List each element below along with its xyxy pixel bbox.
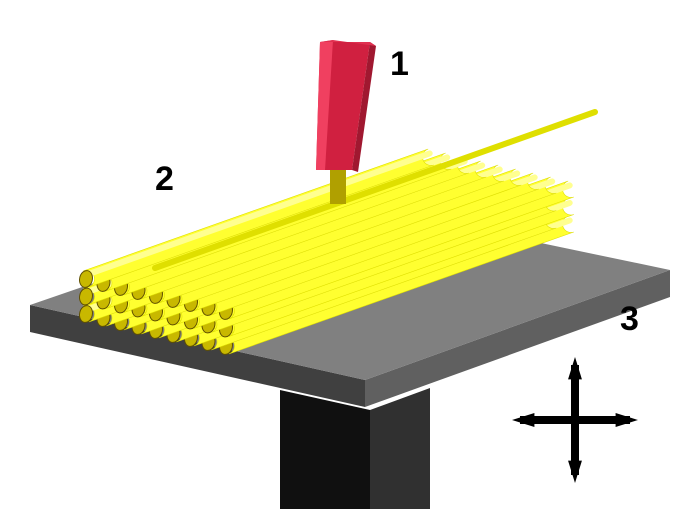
base-column (280, 388, 430, 509)
movement-arrows (512, 357, 638, 483)
base-front (280, 390, 370, 509)
base-side (370, 388, 430, 509)
label-2: 2 (155, 160, 174, 199)
label-3: 3 (620, 300, 639, 339)
label-1: 1 (390, 45, 409, 84)
